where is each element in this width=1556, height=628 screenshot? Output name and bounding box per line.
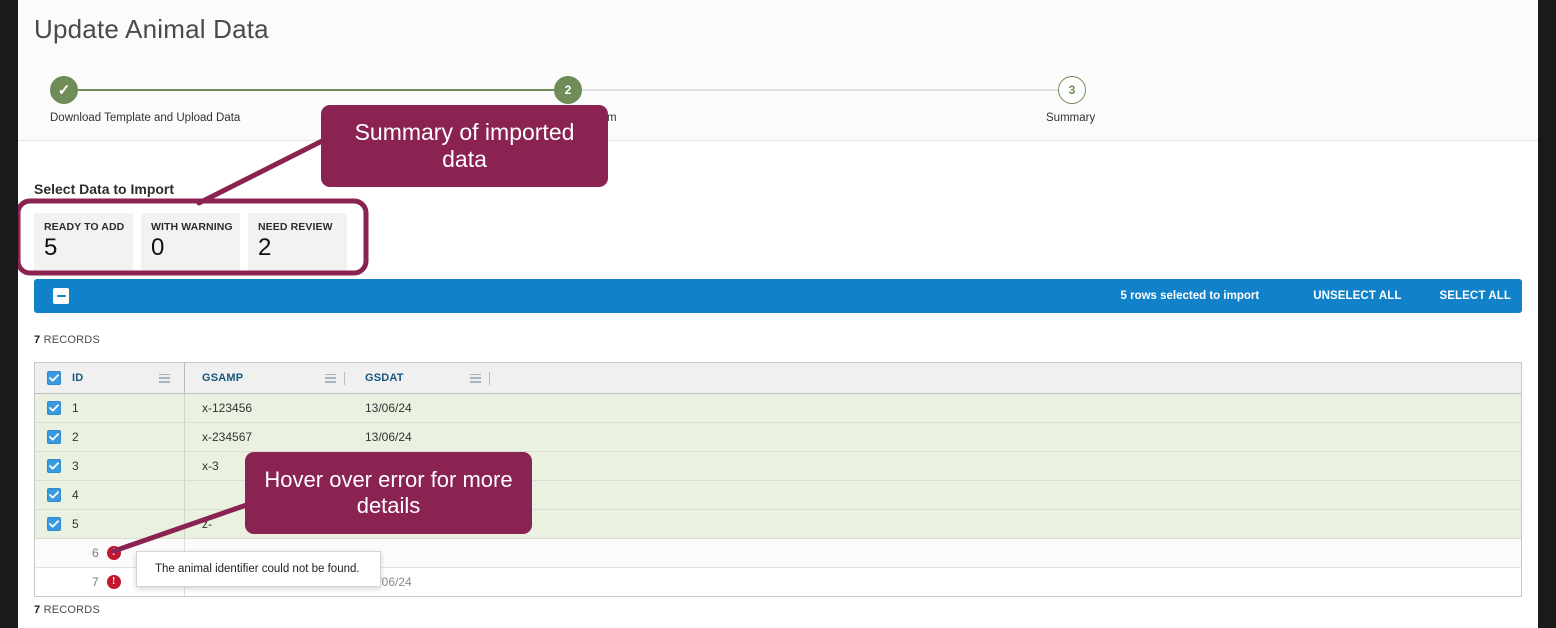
- row-select-checkbox[interactable]: [47, 401, 61, 415]
- row-cell-id: 1: [35, 394, 185, 422]
- grid-header-cell-empty: [495, 363, 1521, 393]
- records-count-top: 7 RECORDS: [34, 334, 100, 346]
- row-id-value: 5: [72, 517, 79, 531]
- row-gsamp-value: x-123456: [202, 401, 253, 415]
- row-cell-gsdat: 13/06/24: [350, 394, 495, 422]
- stat-card-with-warning: WITH WARNING 0: [141, 213, 240, 271]
- grid-header-label-id: ID: [72, 372, 84, 384]
- stepper-step-2[interactable]: 2: [554, 76, 582, 104]
- row-id-value: 2: [72, 430, 79, 444]
- stepper-step-3-label: Summary: [1046, 112, 1096, 124]
- row-cell-empty: [495, 510, 1521, 538]
- table-row[interactable]: 1 x-123456 13/06/24: [35, 394, 1521, 423]
- row-cell-id: 3: [35, 452, 185, 480]
- grid-header-row: ID GSAMP GSDAT: [35, 363, 1521, 394]
- rows-selected-text: 5 rows selected to import: [1120, 290, 1260, 302]
- select-all-checkbox-indeterminate[interactable]: [53, 288, 69, 304]
- row-cell-id: 5: [35, 510, 185, 538]
- page-root: Update Animal Data ✓ Download Template a…: [18, 0, 1538, 628]
- summary-callout: Summary of imported data: [321, 105, 608, 187]
- select-data-heading: Select Data to Import: [34, 181, 175, 197]
- indeterminate-dash-icon: [56, 294, 66, 298]
- row-gsdat-value: 13/06/24: [365, 430, 412, 444]
- row-gsamp-value: x-234567: [202, 430, 253, 444]
- row-gsamp-value: z-: [202, 517, 212, 531]
- row-cell-gsdat: 13/06/24: [350, 423, 495, 451]
- column-resize-handle[interactable]: [344, 371, 345, 385]
- row-gsamp-value: x-3: [202, 459, 219, 473]
- select-all-button[interactable]: SELECT ALL: [1439, 290, 1511, 302]
- grid-header-label-gsamp: GSAMP: [202, 372, 244, 384]
- stepper-step-1[interactable]: ✓: [50, 76, 78, 104]
- stat-value: 5: [44, 234, 58, 261]
- row-cell-id: 4: [35, 481, 185, 509]
- row-cell-empty: [495, 452, 1521, 480]
- row-select-checkbox[interactable]: [47, 459, 61, 473]
- stepper-step-3-marker: 3: [1068, 83, 1076, 97]
- stat-label: NEED REVIEW: [258, 221, 333, 233]
- grid-header-cell-gsamp[interactable]: GSAMP: [185, 363, 350, 393]
- row-cell-gsamp: x-123456: [185, 394, 350, 422]
- table-row[interactable]: 2 x-234567 13/06/24: [35, 423, 1521, 452]
- stat-label: WITH WARNING: [151, 221, 233, 233]
- stat-card-need-review: NEED REVIEW 2: [248, 213, 347, 271]
- row-cell-gsamp: x-3: [185, 452, 350, 480]
- stepper-line-pending: [568, 89, 1072, 91]
- header-select-all-checkbox[interactable]: [47, 371, 61, 385]
- unselect-all-button[interactable]: UNSELECT ALL: [1313, 290, 1402, 302]
- row-id-value: 3: [72, 459, 79, 473]
- stat-label: READY TO ADD: [44, 221, 125, 233]
- stat-card-ready-to-add: READY TO ADD 5: [34, 213, 133, 271]
- row-id-value: 4: [72, 488, 79, 502]
- row-cell-empty: [495, 481, 1521, 509]
- check-icon: ✓: [57, 81, 71, 99]
- header-card: Update Animal Data: [18, 0, 1538, 141]
- column-menu-icon[interactable]: [325, 373, 336, 383]
- error-icon[interactable]: !: [106, 575, 121, 589]
- stat-value: 2: [258, 234, 272, 261]
- error-icon[interactable]: !: [106, 546, 121, 560]
- progress-stepper: ✓ Download Template and Upload Data 2 an…: [18, 72, 1538, 132]
- row-select-checkbox[interactable]: [47, 430, 61, 444]
- row-id-value: 1: [72, 401, 79, 415]
- row-cell-id: 2: [35, 423, 185, 451]
- error-tooltip-text: The animal identifier could not be found…: [155, 563, 360, 575]
- grid-header-cell-gsdat[interactable]: GSDAT: [350, 363, 495, 393]
- records-count-bottom: 7 RECORDS: [34, 604, 100, 616]
- stepper-step-3[interactable]: 3: [1058, 76, 1086, 104]
- row-cell-empty: [495, 423, 1521, 451]
- row-no-checkbox-placeholder: [47, 575, 61, 589]
- import-summary-cards: READY TO ADD 5 WITH WARNING 0 NEED REVIE…: [34, 213, 347, 271]
- stepper-step-2-marker: 2: [564, 83, 572, 97]
- column-resize-handle[interactable]: [489, 371, 490, 385]
- column-menu-icon[interactable]: [470, 373, 481, 383]
- row-id-value: 6: [92, 546, 99, 560]
- stepper-line-completed: [64, 89, 568, 91]
- error-tooltip: The animal identifier could not be found…: [136, 551, 381, 587]
- selection-action-bar: 5 rows selected to import UNSELECT ALL S…: [34, 279, 1522, 313]
- row-select-checkbox[interactable]: [47, 517, 61, 531]
- page-title: Update Animal Data: [34, 14, 269, 44]
- grid-header-label-gsdat: GSDAT: [365, 372, 404, 384]
- row-cell-empty: [495, 539, 1521, 567]
- hover-callout: Hover over error for more details: [245, 452, 532, 534]
- row-select-checkbox[interactable]: [47, 488, 61, 502]
- grid-header-cell-id[interactable]: ID: [35, 363, 185, 393]
- row-id-value: 7: [92, 575, 99, 589]
- summary-callout-leader-line: [196, 135, 331, 206]
- row-cell-empty: [495, 568, 1521, 596]
- stat-value: 0: [151, 234, 165, 261]
- stepper-step-1-label: Download Template and Upload Data: [50, 112, 241, 124]
- row-gsdat-value: 13/06/24: [365, 401, 412, 415]
- row-cell-gsamp: x-234567: [185, 423, 350, 451]
- column-menu-icon[interactable]: [159, 373, 170, 383]
- row-cell-empty: [495, 394, 1521, 422]
- row-no-checkbox-placeholder: [47, 546, 61, 560]
